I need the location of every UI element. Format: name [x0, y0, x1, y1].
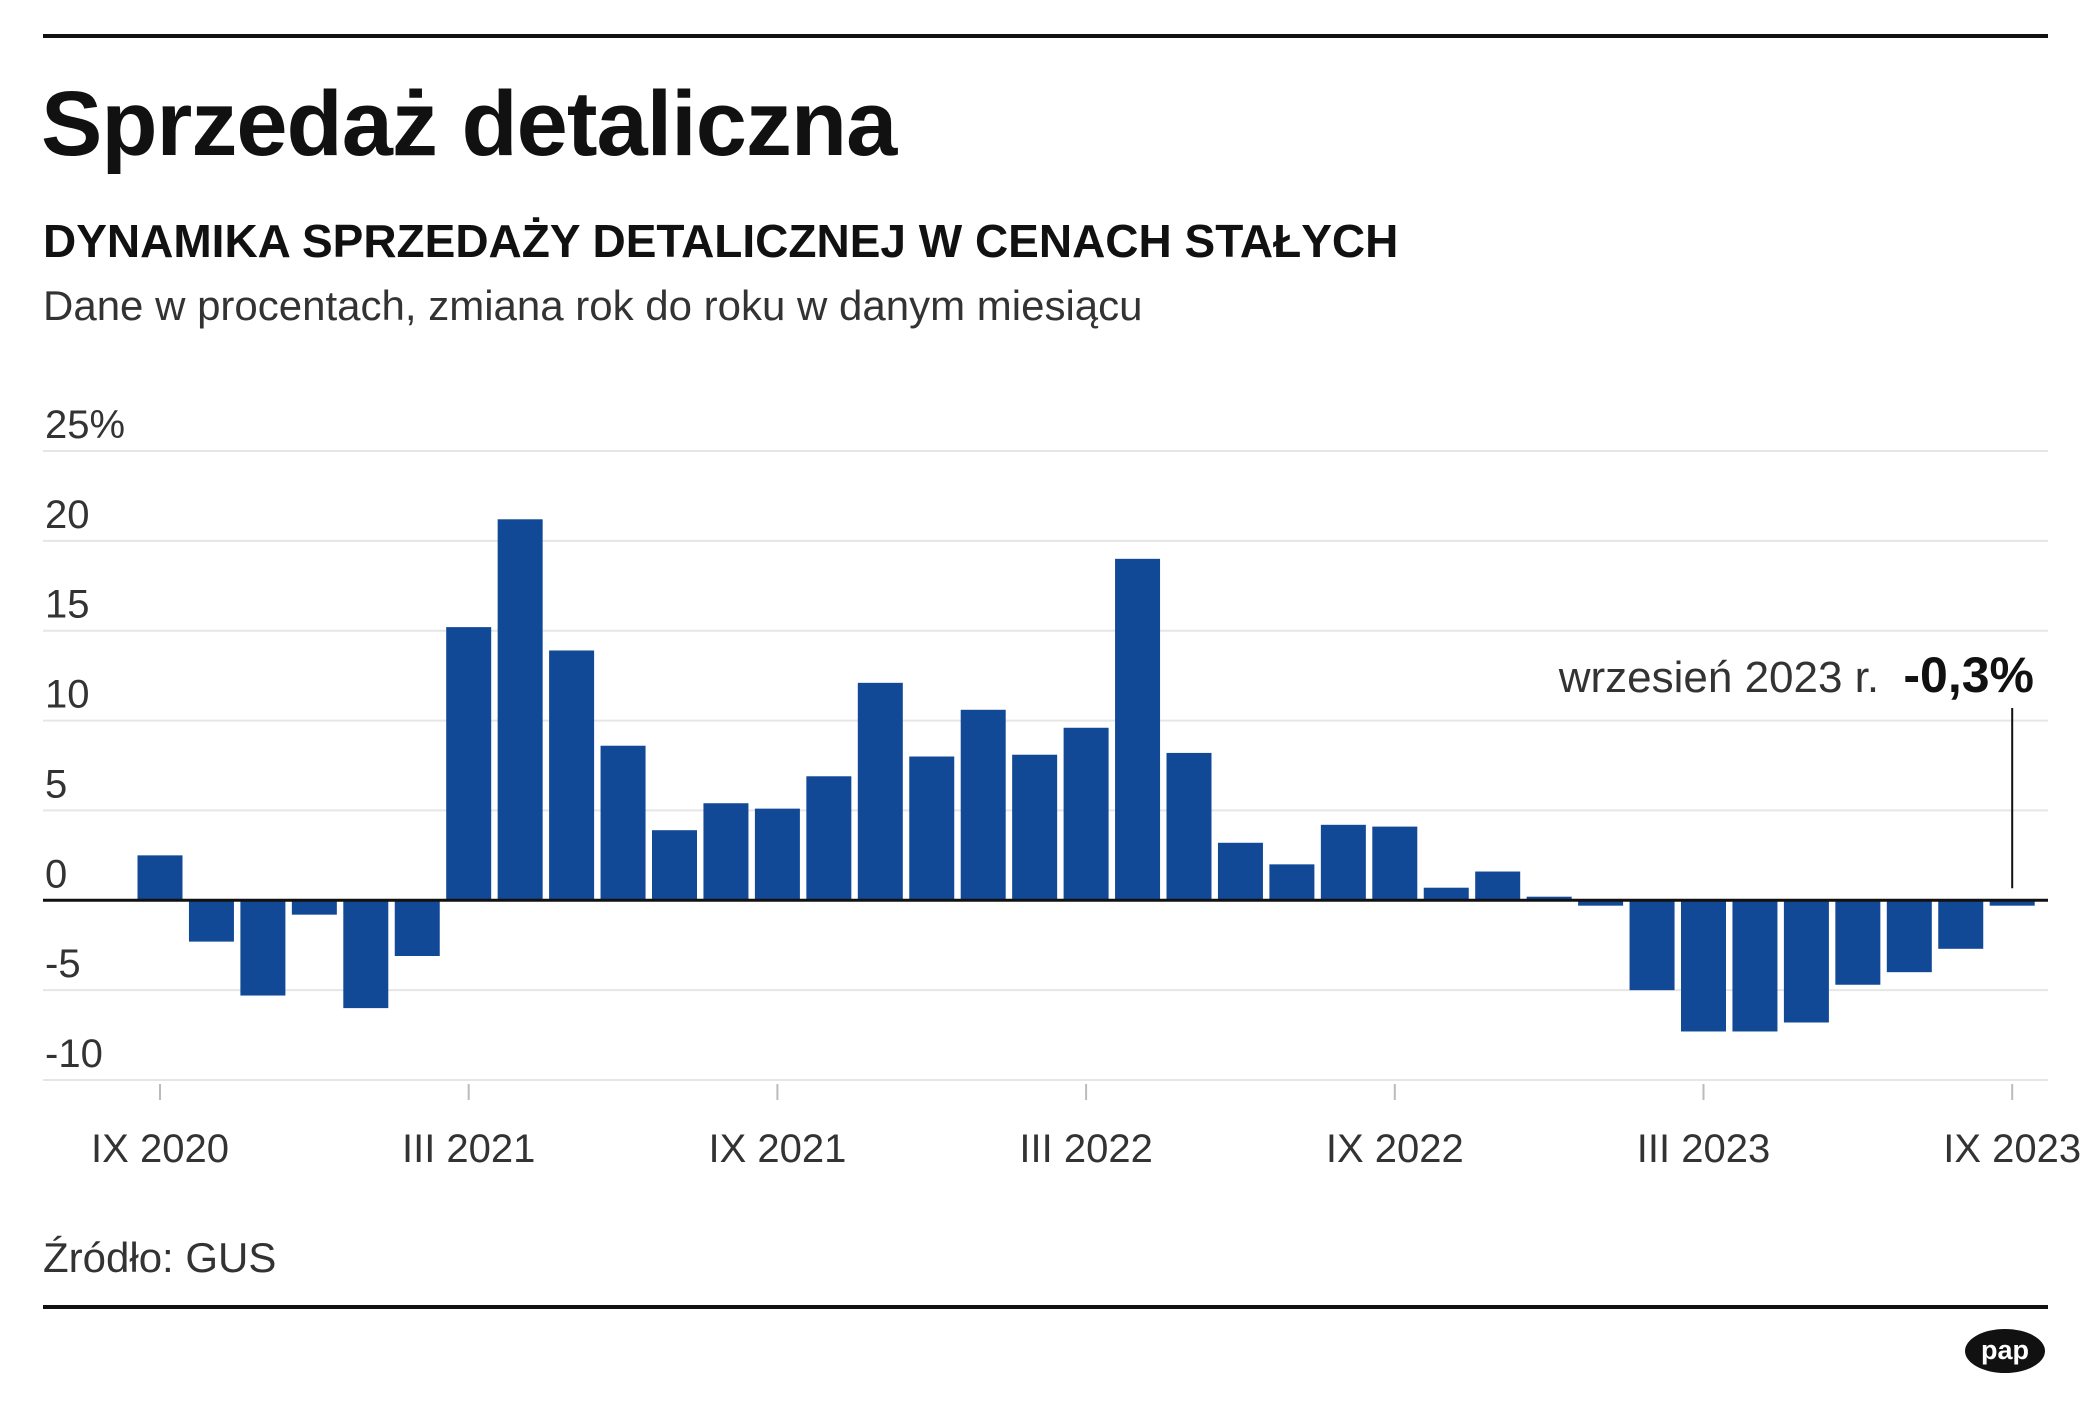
bar	[652, 830, 697, 901]
annotation-value: -0,3%	[1903, 647, 2034, 703]
bar	[703, 803, 749, 901]
bar	[857, 682, 903, 901]
bar	[754, 808, 800, 901]
x-tick-label: III 2022	[1019, 1127, 1152, 1171]
bar	[1012, 754, 1058, 901]
y-tick-label: -5	[45, 942, 81, 986]
bar	[1115, 558, 1161, 901]
y-tick-label: 15	[45, 583, 90, 627]
bottom-rule	[43, 1305, 2048, 1309]
bar	[1783, 900, 1829, 1023]
x-tick-label: IX 2020	[91, 1127, 229, 1171]
chart-subtitle: DYNAMIKA SPRZEDAŻY DETALICZNEJ W CENACH …	[43, 215, 1399, 267]
bar	[1681, 900, 1726, 1032]
annotation-label: wrzesień 2023 r.	[1558, 653, 1879, 702]
bar	[240, 900, 286, 996]
y-tick-label: 25%	[45, 403, 125, 447]
bar	[1063, 727, 1109, 901]
bar	[137, 855, 183, 901]
x-tick-label: III 2023	[1637, 1127, 1770, 1171]
annotation-text: wrzesień 2023 r. -0,3%	[1558, 647, 2034, 703]
bar	[1372, 826, 1418, 901]
bar	[909, 756, 955, 901]
top-rule	[43, 34, 2048, 38]
bar	[1938, 900, 1984, 949]
x-tick-label: IX 2023	[1943, 1127, 2081, 1171]
bar	[343, 900, 389, 1009]
annotation: wrzesień 2023 r. -0,3%	[1558, 647, 2034, 889]
page-title: Sprzedaż detaliczna	[41, 73, 897, 175]
bar	[1269, 864, 1315, 901]
bar	[1217, 842, 1263, 901]
source-note: Źródło: GUS	[43, 1234, 277, 1281]
bar	[600, 745, 646, 901]
bar	[1578, 900, 1624, 906]
x-tick-label: IX 2021	[708, 1127, 846, 1171]
x-axis-ticks: IX 2020 III 2021 IX 2021 III 2022 IX 2022 III…	[91, 1084, 2081, 1171]
logo-badge	[1965, 1329, 2045, 1373]
bar	[497, 519, 543, 901]
bar	[1989, 900, 2035, 906]
bar	[1423, 887, 1469, 901]
logo-text: pap	[1981, 1335, 2029, 1365]
bar	[446, 627, 492, 901]
bar	[394, 900, 440, 956]
y-tick-label: 5	[45, 762, 67, 806]
chart-description: Dane w procentach, zmiana rok do roku w …	[43, 282, 1143, 329]
bar	[960, 709, 1006, 901]
bar	[1886, 900, 1932, 973]
bars	[137, 519, 2035, 1032]
bar	[1629, 900, 1675, 991]
pap-logo: pap	[1965, 1329, 2045, 1373]
bar	[549, 650, 595, 901]
y-tick-label: 10	[45, 673, 90, 717]
y-tick-label: -10	[45, 1032, 103, 1076]
y-tick-label: 0	[45, 852, 67, 896]
bar	[1732, 900, 1778, 1032]
x-tick-label: III 2021	[402, 1127, 535, 1171]
bar	[188, 900, 234, 942]
bar	[1320, 824, 1366, 901]
x-tick-label: IX 2022	[1326, 1127, 1464, 1171]
y-axis-labels: 25% 20 15 10 5 0 -5 -10	[45, 403, 125, 1076]
bar	[291, 900, 337, 915]
bar	[806, 776, 852, 901]
y-tick-label: 20	[45, 493, 90, 537]
bar	[1835, 900, 1881, 985]
bar	[1166, 752, 1212, 901]
bar	[1526, 896, 1572, 901]
bar	[1475, 871, 1521, 901]
